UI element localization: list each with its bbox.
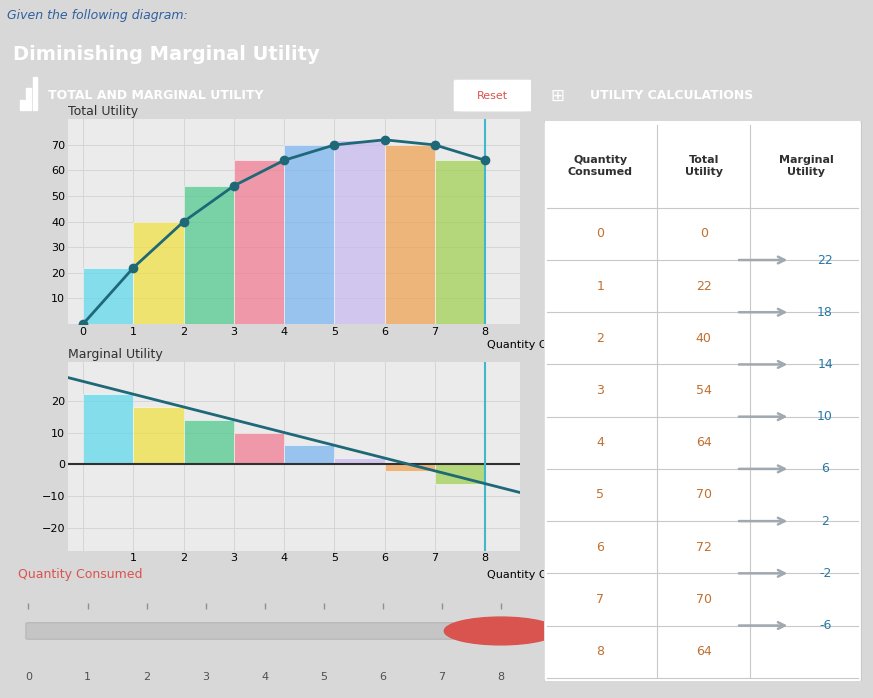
Text: 6: 6 bbox=[379, 671, 386, 681]
Text: 0: 0 bbox=[596, 228, 604, 240]
Text: 14: 14 bbox=[817, 358, 833, 371]
Text: 40: 40 bbox=[696, 332, 711, 345]
Bar bbox=[134, 407, 183, 464]
Text: Total
Utility: Total Utility bbox=[684, 155, 723, 177]
FancyBboxPatch shape bbox=[26, 623, 504, 639]
X-axis label: Quantity Consumed: Quantity Consumed bbox=[487, 570, 599, 579]
Text: Given the following diagram:: Given the following diagram: bbox=[7, 9, 188, 22]
Bar bbox=[183, 419, 234, 464]
Text: 8: 8 bbox=[596, 645, 604, 658]
Bar bbox=[183, 186, 234, 324]
Text: Marginal Utility: Marginal Utility bbox=[68, 348, 163, 361]
Bar bbox=[83, 267, 134, 324]
Text: 64: 64 bbox=[696, 645, 711, 658]
Text: Reset: Reset bbox=[478, 91, 508, 101]
Text: -2: -2 bbox=[819, 567, 831, 580]
Text: 8: 8 bbox=[498, 671, 505, 681]
Bar bbox=[20, 100, 25, 110]
Text: 2: 2 bbox=[821, 514, 829, 528]
Bar bbox=[385, 464, 435, 471]
Text: 5: 5 bbox=[596, 489, 604, 501]
Bar bbox=[234, 433, 284, 464]
Circle shape bbox=[444, 617, 557, 645]
Text: TOTAL AND MARGINAL UTILITY: TOTAL AND MARGINAL UTILITY bbox=[48, 89, 264, 102]
Text: 1: 1 bbox=[596, 280, 604, 292]
Bar bbox=[334, 140, 385, 324]
Text: 70: 70 bbox=[696, 489, 711, 501]
Text: Quantity
Consumed: Quantity Consumed bbox=[568, 155, 633, 177]
Bar bbox=[83, 394, 134, 464]
Bar bbox=[435, 464, 485, 484]
Text: Total Utility: Total Utility bbox=[68, 105, 138, 118]
Text: 2: 2 bbox=[596, 332, 604, 345]
FancyBboxPatch shape bbox=[544, 119, 862, 683]
Text: 0: 0 bbox=[25, 671, 32, 681]
Text: 4: 4 bbox=[596, 436, 604, 450]
Bar bbox=[385, 145, 435, 324]
Text: 6: 6 bbox=[596, 541, 604, 554]
Text: 7: 7 bbox=[596, 593, 604, 606]
Bar bbox=[33, 77, 38, 110]
Text: -6: -6 bbox=[819, 619, 831, 632]
X-axis label: Quantity Consumed: Quantity Consumed bbox=[487, 340, 599, 350]
Bar bbox=[234, 161, 284, 324]
Text: 0: 0 bbox=[700, 228, 708, 240]
Text: UTILITY CALCULATIONS: UTILITY CALCULATIONS bbox=[590, 89, 753, 102]
Text: 3: 3 bbox=[202, 671, 210, 681]
Bar bbox=[435, 161, 485, 324]
Text: 70: 70 bbox=[696, 593, 711, 606]
Text: 3: 3 bbox=[596, 384, 604, 397]
Text: 6: 6 bbox=[821, 462, 829, 475]
Text: ⊞: ⊞ bbox=[550, 87, 564, 105]
Text: Quantity Consumed: Quantity Consumed bbox=[18, 567, 142, 581]
Text: 5: 5 bbox=[320, 671, 327, 681]
Text: 18: 18 bbox=[817, 306, 833, 319]
Text: Diminishing Marginal Utility: Diminishing Marginal Utility bbox=[13, 45, 320, 64]
Text: 2: 2 bbox=[143, 671, 150, 681]
Text: 1: 1 bbox=[84, 671, 91, 681]
Bar bbox=[284, 145, 334, 324]
Text: 54: 54 bbox=[696, 384, 711, 397]
Bar bbox=[26, 87, 31, 110]
Text: 22: 22 bbox=[696, 280, 711, 292]
Text: 72: 72 bbox=[696, 541, 711, 554]
Text: Marginal
Utility: Marginal Utility bbox=[779, 155, 834, 177]
Text: 4: 4 bbox=[261, 671, 268, 681]
FancyBboxPatch shape bbox=[453, 80, 532, 112]
Text: 22: 22 bbox=[817, 253, 833, 267]
Text: 64: 64 bbox=[696, 436, 711, 450]
Bar bbox=[134, 222, 183, 324]
Bar bbox=[284, 445, 334, 464]
Text: 10: 10 bbox=[817, 410, 833, 423]
Bar bbox=[334, 458, 385, 464]
Text: 7: 7 bbox=[438, 671, 445, 681]
